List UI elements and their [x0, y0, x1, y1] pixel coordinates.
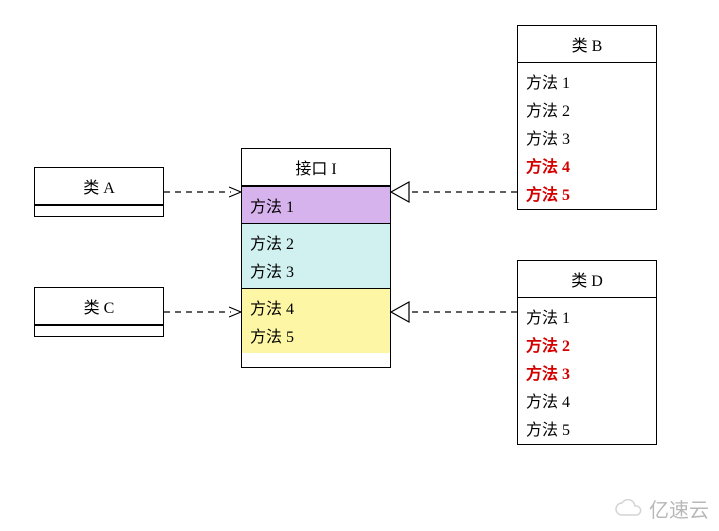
- class-c-stub: [35, 325, 163, 332]
- interface-i-box: 接口 I 方法 1方法 2方法 3方法 4方法 5: [241, 148, 391, 368]
- interface-section-2: 方法 4方法 5: [242, 288, 390, 353]
- class-d-rows: 方法 1方法 2方法 3方法 4方法 5: [518, 298, 656, 446]
- watermark-text: 亿速云: [649, 494, 709, 523]
- class-a-stub: [35, 205, 163, 212]
- dependency-arrowhead-icon: [229, 187, 241, 197]
- realization-arrowhead-icon: [391, 182, 409, 202]
- method-label: 方法 3: [526, 358, 648, 386]
- method-label: 方法 4: [526, 151, 648, 179]
- method-label: 方法 3: [526, 123, 648, 151]
- method-label: 方法 1: [526, 67, 648, 95]
- interface-method-label: 方法 4: [250, 293, 382, 321]
- class-d-box: 类 D 方法 1方法 2方法 3方法 4方法 5: [517, 260, 657, 445]
- interface-method-label: 方法 3: [250, 256, 382, 284]
- interface-i-sections: 方法 1方法 2方法 3方法 4方法 5: [242, 186, 390, 353]
- interface-method-label: 方法 1: [250, 191, 382, 219]
- watermark: 亿速云: [613, 494, 709, 523]
- interface-section-1: 方法 2方法 3: [242, 223, 390, 288]
- method-label: 方法 2: [526, 330, 648, 358]
- class-c-box: 类 C: [34, 287, 164, 337]
- dependency-arrowhead-icon: [229, 307, 241, 317]
- interface-method-label: 方法 2: [250, 228, 382, 256]
- cloud-icon: [613, 499, 643, 519]
- class-c-title: 类 C: [35, 288, 163, 325]
- class-a-title: 类 A: [35, 168, 163, 205]
- method-label: 方法 5: [526, 179, 648, 207]
- method-label: 方法 4: [526, 386, 648, 414]
- class-b-rows: 方法 1方法 2方法 3方法 4方法 5: [518, 63, 656, 211]
- interface-i-title: 接口 I: [242, 149, 390, 186]
- class-b-title: 类 B: [518, 26, 656, 63]
- realization-arrowhead-icon: [391, 302, 409, 322]
- interface-section-0: 方法 1: [242, 186, 390, 223]
- method-label: 方法 2: [526, 95, 648, 123]
- method-label: 方法 1: [526, 302, 648, 330]
- class-b-box: 类 B 方法 1方法 2方法 3方法 4方法 5: [517, 25, 657, 210]
- class-a-box: 类 A: [34, 167, 164, 217]
- class-d-title: 类 D: [518, 261, 656, 298]
- method-label: 方法 5: [526, 414, 648, 442]
- interface-method-label: 方法 5: [250, 321, 382, 349]
